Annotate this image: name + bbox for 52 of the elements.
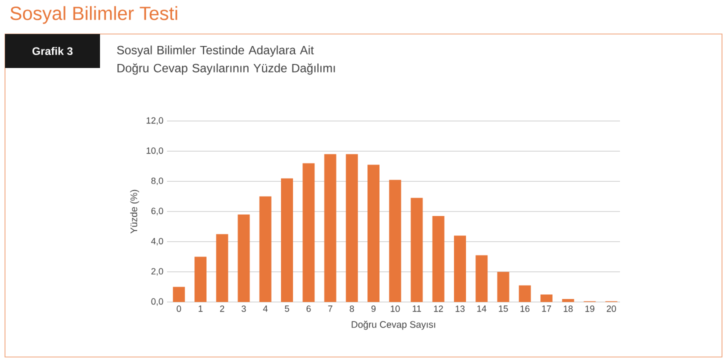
y-tick-label: 4,0	[151, 238, 164, 246]
x-tick-label: 2	[220, 306, 224, 312]
text: Grafik 3	[32, 46, 73, 56]
y-tick-label: 8,0	[151, 178, 164, 186]
y-tick-label: 0,0	[151, 298, 164, 306]
x-tick-label: 12	[434, 306, 443, 312]
bar	[497, 272, 510, 302]
x-tick-label: 8	[350, 306, 354, 312]
bar	[259, 196, 272, 302]
y-tick-label: 10,0	[146, 147, 164, 155]
bar	[238, 214, 250, 302]
bar	[281, 178, 294, 302]
bar	[172, 286, 185, 302]
y-tick-label: 2,0	[151, 268, 164, 276]
x-tick-label: 9	[371, 306, 376, 312]
bar	[324, 154, 336, 302]
bar	[302, 163, 315, 302]
x-tick-label: 3	[242, 306, 246, 312]
bar	[476, 255, 488, 302]
bar	[562, 298, 574, 302]
chart-title: Sosyal Bilimler Testi	[10, 6, 178, 24]
bar	[216, 234, 228, 302]
bar	[454, 236, 466, 302]
y-tick-label: 6,0	[151, 208, 164, 216]
x-tick-label: 19	[585, 306, 594, 312]
x-axis-title: Doğru Cevap Sayısı	[352, 320, 436, 330]
x-tick-label: 10	[390, 306, 400, 312]
x-tick-label: 15	[498, 306, 508, 312]
x-tick-label: 7	[328, 306, 332, 312]
x-tick-label: 4	[263, 306, 268, 312]
bar	[410, 198, 423, 302]
bar	[389, 180, 402, 302]
x-tick-label: 18	[564, 306, 573, 312]
x-tick-label: 16	[520, 306, 530, 312]
x-tick-label: 14	[477, 306, 486, 312]
chart-subtitle: Sosyal Bilimler Testinde Adaylara Ait Doğru Cevap Sayılarının Yüzde Dağılımı	[117, 46, 335, 75]
x-tick-label: 6	[306, 306, 311, 312]
x-tick-label: 11	[412, 306, 421, 312]
y-tick-label: 12,0	[146, 117, 164, 125]
x-tick-label: 0	[176, 306, 182, 312]
x-tick-label: 5	[284, 306, 290, 312]
bar	[194, 256, 207, 302]
x-tick-label: 20	[606, 306, 616, 312]
x-tick-label: 17	[542, 306, 552, 312]
bar	[518, 285, 531, 302]
bar	[346, 154, 358, 302]
x-tick-label: 1	[198, 306, 203, 312]
bar	[368, 164, 380, 302]
x-tick-label: 13	[456, 306, 465, 312]
bar	[432, 216, 444, 302]
bar	[540, 294, 552, 302]
y-axis-title: Yüzde (%)	[130, 190, 140, 234]
